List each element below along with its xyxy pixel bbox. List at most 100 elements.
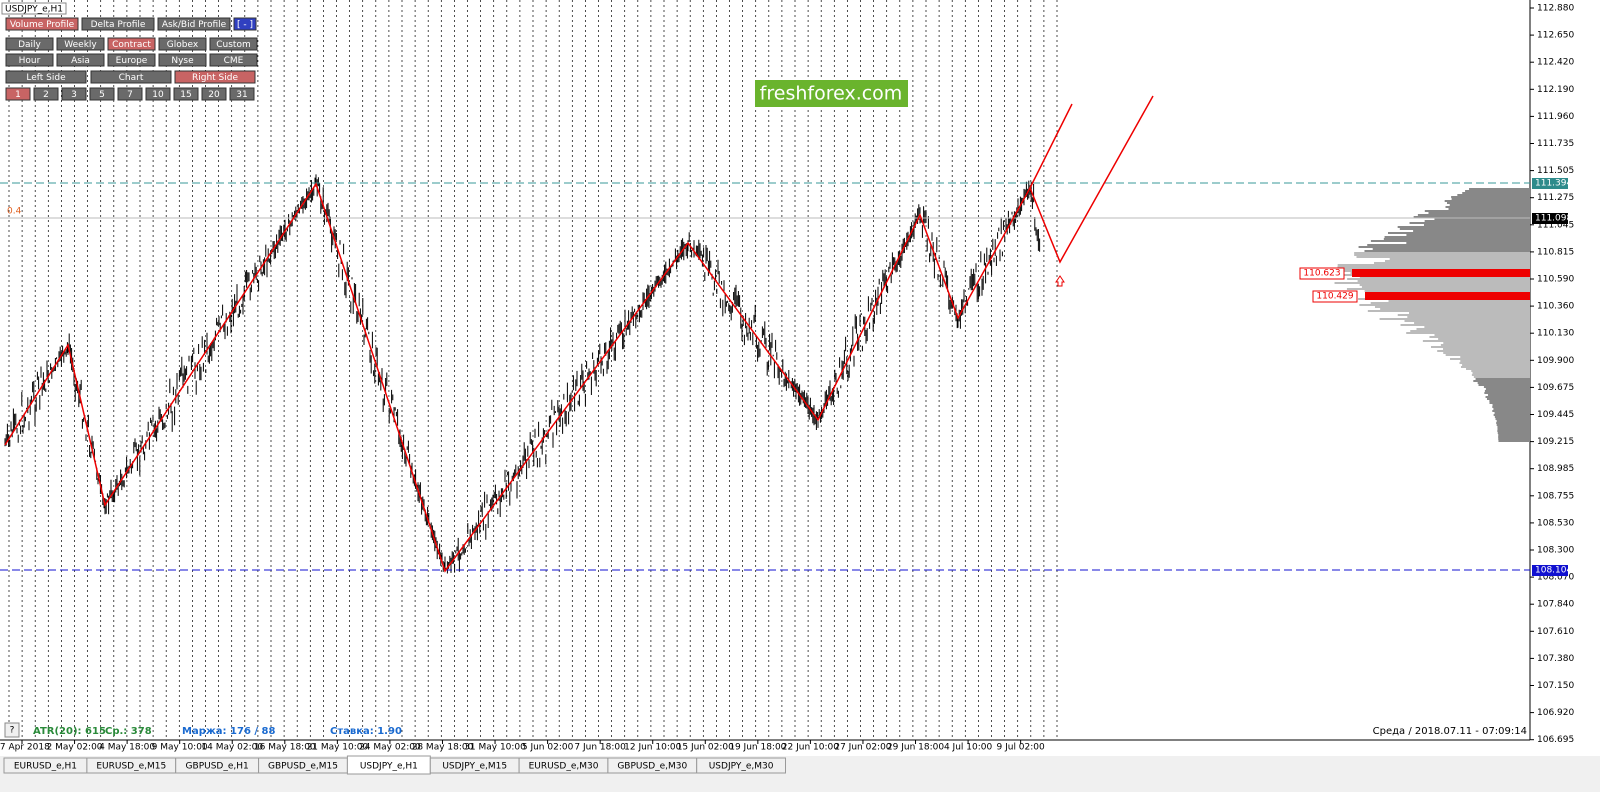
toolbar-button[interactable]: [107, 53, 156, 67]
help-button[interactable]: [4, 722, 20, 738]
toolbar-button-label: Ask/Bid Profile: [162, 20, 227, 30]
profile-bar: [1493, 414, 1530, 416]
toolbar-button[interactable]: [157, 17, 231, 31]
tab[interactable]: [696, 757, 787, 774]
profile-bar: [1485, 388, 1530, 390]
toolbar-button[interactable]: [5, 37, 54, 51]
left-marker: 0.4: [7, 207, 22, 217]
profile-bar: [1460, 366, 1530, 368]
price-label: 109.900: [1537, 356, 1574, 366]
profile-bar: [1497, 426, 1530, 428]
profile-bar: [1478, 384, 1530, 386]
profile-bar: [1414, 322, 1530, 324]
profile-bar: [1497, 432, 1530, 434]
profile-bar: [1434, 334, 1530, 336]
profile-bar: [1384, 236, 1530, 238]
price-label: 110.130: [1537, 329, 1574, 339]
toolbar-button[interactable]: [145, 87, 171, 101]
toolbar-button[interactable]: [201, 87, 227, 101]
price-label: 108.985: [1537, 464, 1574, 474]
toolbar-button[interactable]: [56, 37, 105, 51]
toolbar-button-label: Volume Profile: [10, 20, 75, 30]
time-label: 31 May 10:00: [464, 743, 526, 753]
toolbar-button-label: 3: [71, 90, 77, 100]
toolbar-button[interactable]: [209, 37, 258, 51]
level-box: [1532, 178, 1568, 189]
profile-bar: [1389, 258, 1530, 260]
profile-bar: [1492, 410, 1530, 412]
profile-bar: [1489, 402, 1530, 404]
profile-bar: [1462, 364, 1530, 366]
profile-bar: [1423, 224, 1530, 226]
tab-label: GBPUSD_e,H1: [186, 762, 249, 772]
price-label: 108.070: [1537, 573, 1574, 583]
toolbar-button[interactable]: [61, 87, 87, 101]
time-label: 7 Jun 18:00: [574, 743, 626, 753]
profile-bar: [1372, 248, 1530, 250]
profile-bar: [1422, 340, 1530, 342]
price-label: 107.610: [1537, 627, 1574, 637]
profile-bar: [1494, 416, 1530, 418]
profile-bar: [1424, 326, 1530, 328]
profile-bar: [1374, 262, 1530, 264]
toolbar-button[interactable]: [56, 53, 105, 67]
profile-bar: [1477, 382, 1530, 384]
toolbar-button[interactable]: [5, 70, 87, 84]
tab-label: USDJPY_e,M15: [442, 762, 507, 772]
toolbar-button[interactable]: [173, 87, 199, 101]
profile-bar: [1379, 318, 1530, 320]
price-label: 109.675: [1537, 383, 1574, 393]
price-label: 112.650: [1537, 31, 1574, 41]
toolbar-button-label: [ - ]: [237, 20, 253, 30]
toolbar-button-label: 15: [180, 90, 191, 100]
toolbar-button[interactable]: [117, 87, 143, 101]
profile-bar: [1337, 266, 1530, 268]
toolbar-button[interactable]: [107, 37, 156, 51]
profile-bar: [1413, 230, 1530, 232]
toolbar-button[interactable]: [90, 70, 172, 84]
time-label: 12 Jun 10:00: [624, 743, 681, 753]
profile-bar: [1374, 306, 1530, 308]
tab-label: GBPUSD_e,M30: [617, 762, 687, 772]
profile-bar: [1409, 312, 1530, 314]
time-label: 27 Apr 2018: [0, 743, 50, 753]
toolbar-button[interactable]: [209, 53, 258, 67]
profile-bar: [1446, 202, 1530, 204]
time-label: 4 Jul 10:00: [944, 743, 993, 753]
profile-bar: [1380, 308, 1530, 310]
profile-bar: [1473, 376, 1530, 378]
profile-bar: [1417, 214, 1530, 216]
toolbar-button[interactable]: [229, 87, 255, 101]
toolbar-button[interactable]: [5, 17, 79, 31]
price-label: 112.420: [1537, 58, 1574, 68]
profile-bar: [1451, 196, 1530, 198]
avg: Ср.: 378: [105, 726, 152, 737]
profile-bar: [1424, 210, 1530, 212]
toolbar-button[interactable]: [174, 70, 256, 84]
level-box: [1532, 213, 1568, 224]
profile-bar: [1484, 392, 1530, 394]
profile-bar: [1498, 440, 1530, 442]
price-label: 107.380: [1537, 654, 1574, 664]
profile-bar: [1364, 290, 1530, 292]
time-label: 5 Jun 02:00: [522, 743, 574, 753]
profile-bar: [1359, 304, 1530, 306]
toolbar-button[interactable]: [81, 17, 155, 31]
toolbar-button[interactable]: [5, 87, 31, 101]
toolbar-button[interactable]: [5, 53, 54, 67]
profile-bar: [1416, 328, 1530, 330]
toolbar-button[interactable]: [158, 53, 207, 67]
toolbar-button[interactable]: [89, 87, 115, 101]
toolbar-button[interactable]: [233, 17, 257, 31]
price-label: 111.275: [1537, 193, 1574, 203]
toolbar-button[interactable]: [158, 37, 207, 51]
volume-profile: 110.623 110.429: [1299, 188, 1530, 442]
time-label: 14 May 02:00: [201, 743, 263, 753]
price-label: 108.755: [1537, 491, 1574, 501]
profile-bar: [1367, 310, 1530, 312]
time-label: 9 May 10:00: [152, 743, 208, 753]
profile-bar: [1406, 332, 1530, 334]
toolbar-button[interactable]: [33, 87, 59, 101]
